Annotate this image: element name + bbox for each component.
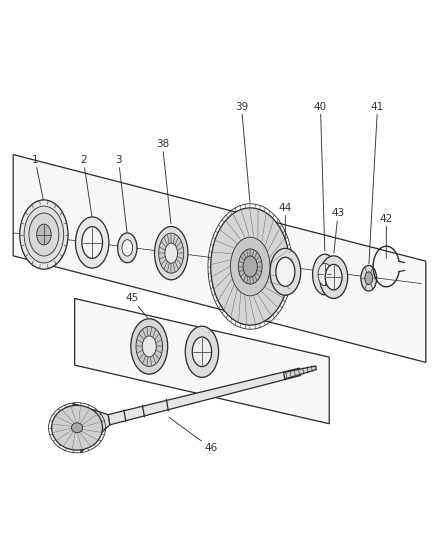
Ellipse shape	[243, 256, 257, 277]
Text: 41: 41	[368, 102, 383, 264]
Polygon shape	[74, 298, 328, 424]
Text: 39: 39	[234, 102, 249, 203]
Text: 40: 40	[313, 102, 326, 251]
Ellipse shape	[51, 405, 102, 450]
Ellipse shape	[185, 326, 218, 377]
Ellipse shape	[29, 213, 59, 256]
Ellipse shape	[269, 248, 300, 295]
Text: 44: 44	[278, 203, 291, 245]
Ellipse shape	[81, 227, 102, 259]
Ellipse shape	[75, 217, 109, 268]
Ellipse shape	[136, 327, 162, 366]
Ellipse shape	[275, 257, 294, 286]
Ellipse shape	[131, 319, 167, 374]
Polygon shape	[108, 368, 300, 425]
Ellipse shape	[154, 227, 187, 280]
Ellipse shape	[192, 337, 211, 367]
Ellipse shape	[238, 249, 261, 284]
Text: 3: 3	[115, 155, 127, 232]
Text: 1: 1	[32, 155, 43, 200]
Polygon shape	[73, 403, 110, 452]
Ellipse shape	[312, 254, 336, 295]
Polygon shape	[13, 155, 425, 362]
Ellipse shape	[325, 264, 341, 290]
Text: 45: 45	[125, 294, 147, 318]
Ellipse shape	[20, 200, 68, 269]
Ellipse shape	[24, 206, 64, 263]
Ellipse shape	[318, 263, 331, 286]
Ellipse shape	[210, 208, 289, 325]
Polygon shape	[283, 366, 316, 379]
Ellipse shape	[230, 237, 269, 296]
Text: 2: 2	[80, 155, 92, 216]
Text: 46: 46	[169, 417, 217, 453]
Text: 43: 43	[331, 208, 344, 253]
Text: 42: 42	[379, 214, 392, 259]
Text: 38: 38	[155, 139, 170, 224]
Ellipse shape	[71, 423, 82, 433]
Ellipse shape	[165, 243, 177, 263]
Ellipse shape	[159, 233, 184, 273]
Ellipse shape	[142, 336, 156, 357]
Ellipse shape	[364, 272, 372, 285]
Ellipse shape	[319, 256, 347, 298]
Ellipse shape	[37, 224, 51, 245]
Ellipse shape	[117, 233, 137, 263]
Ellipse shape	[360, 265, 376, 291]
Ellipse shape	[122, 240, 132, 256]
